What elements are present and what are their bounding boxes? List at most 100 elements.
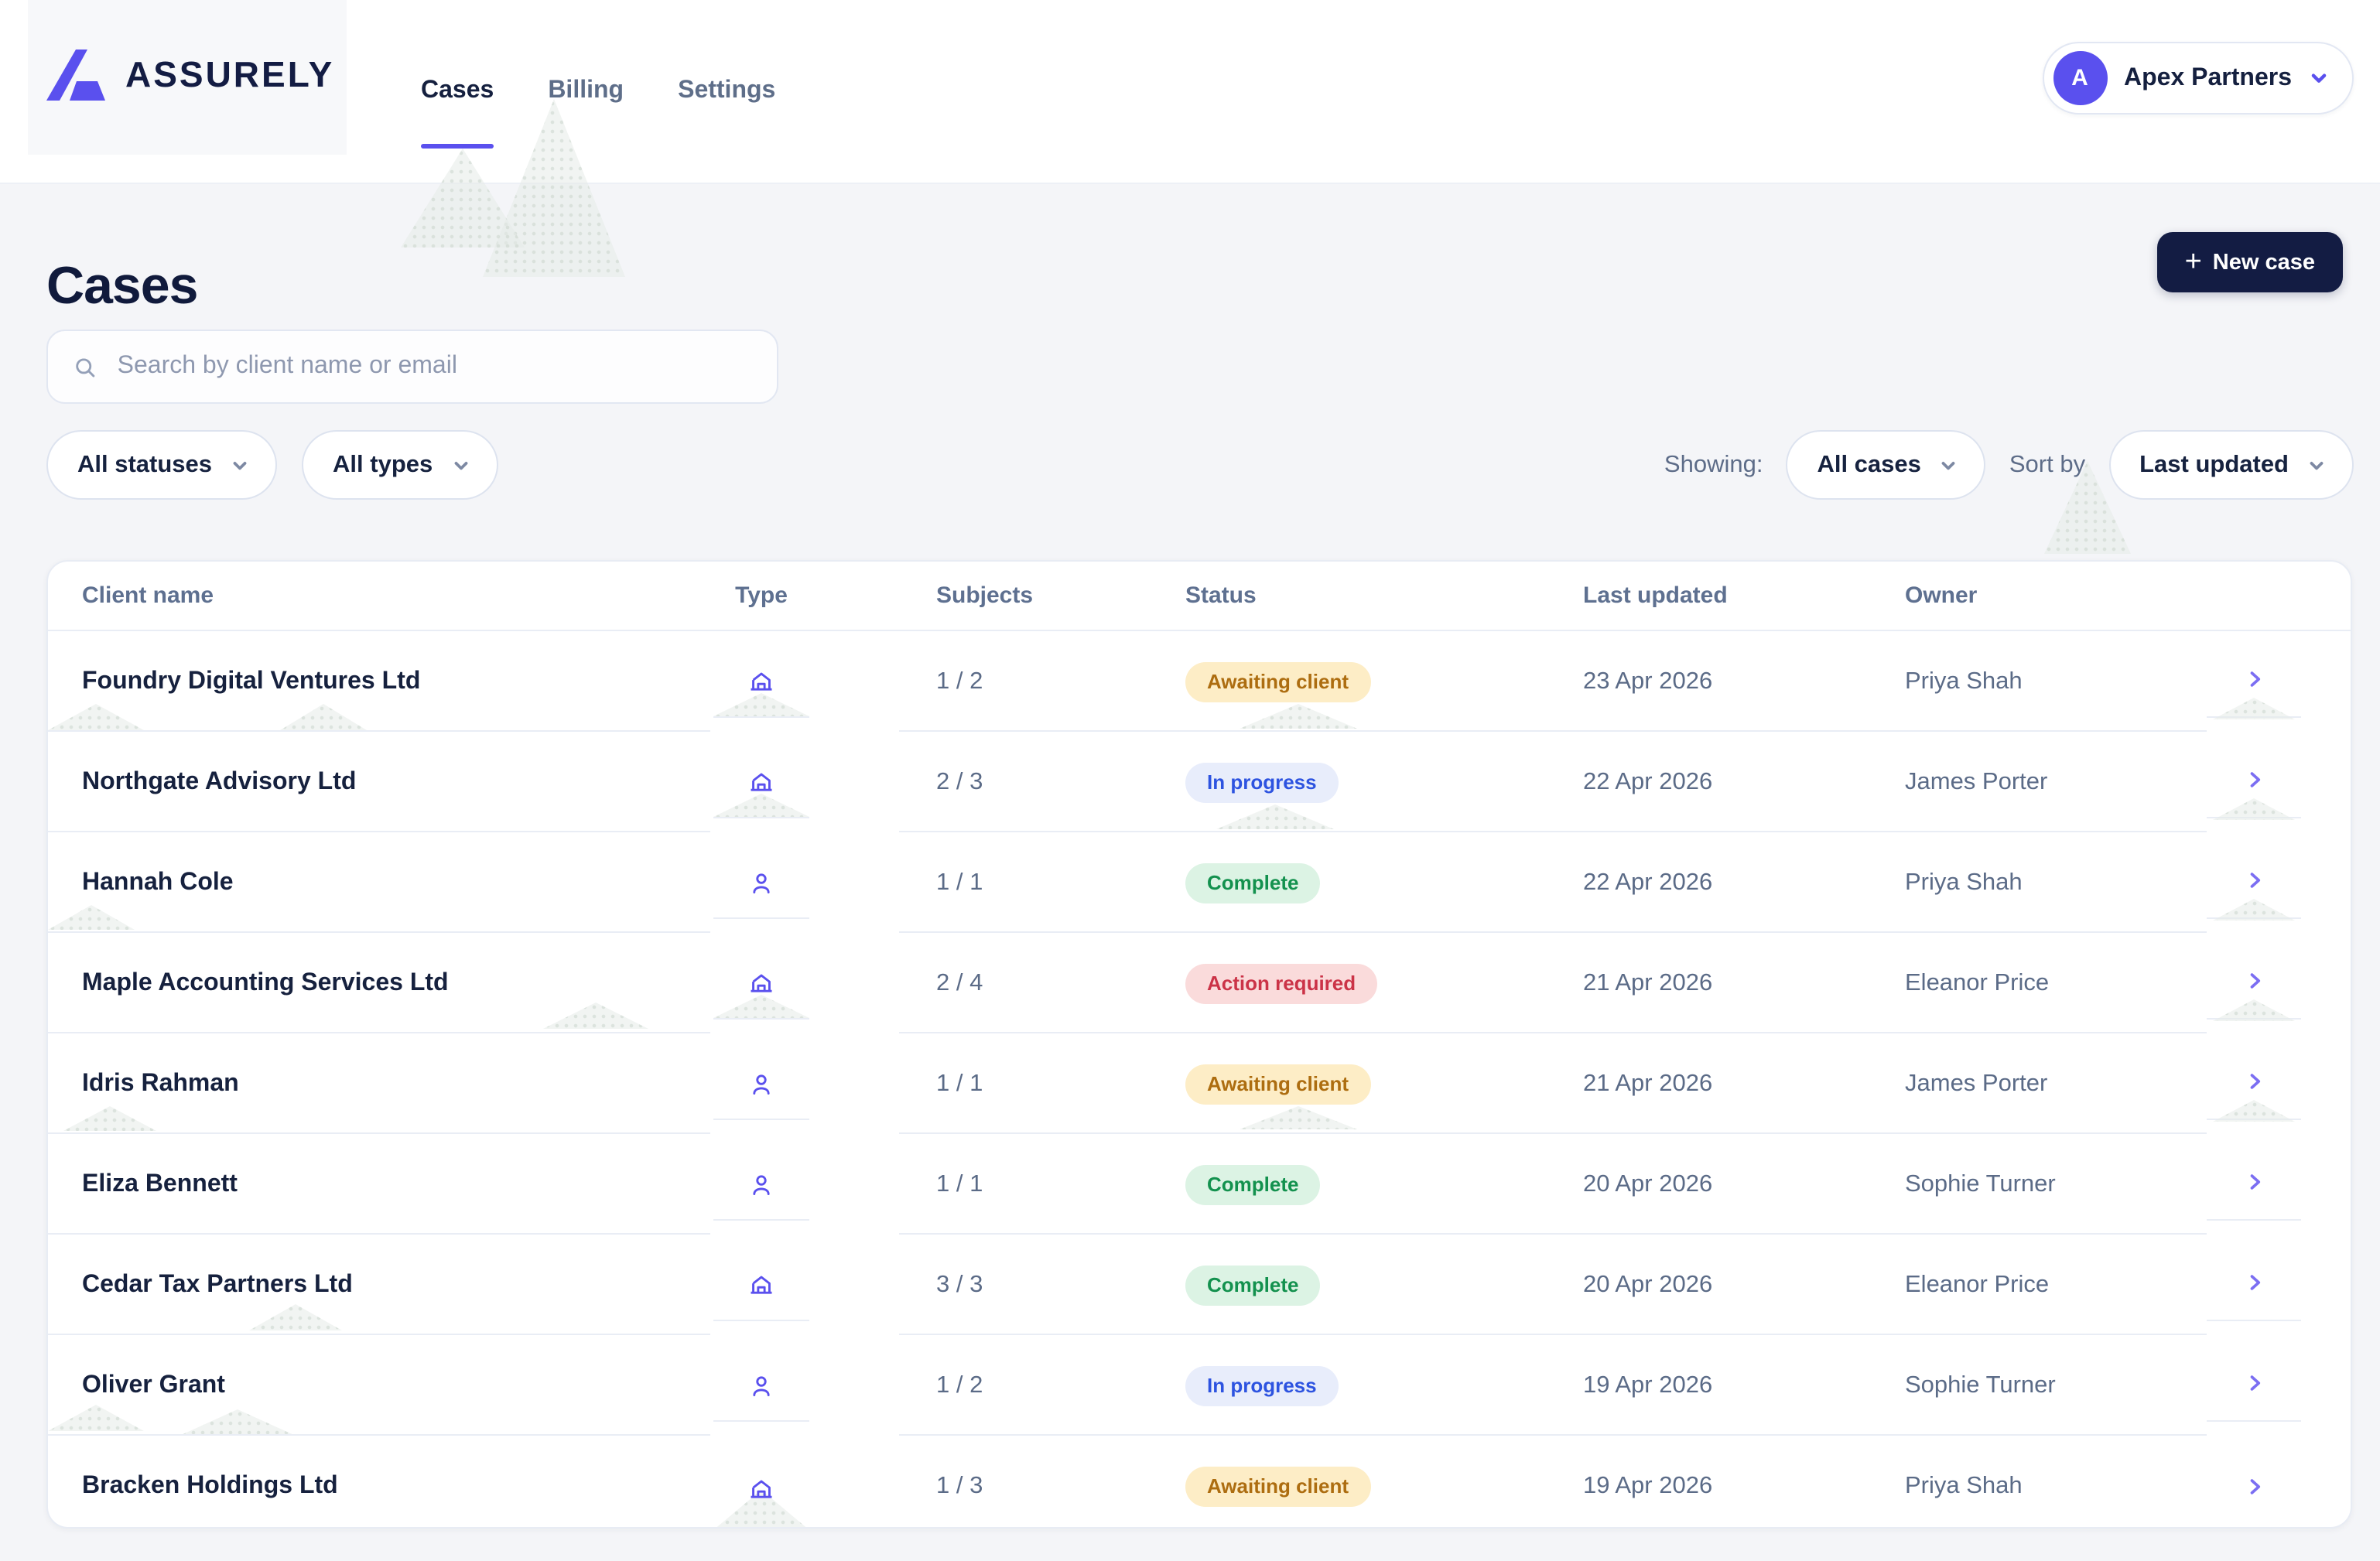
showing-dropdown[interactable]: All cases bbox=[1786, 430, 1985, 500]
status-badge: Complete bbox=[1185, 862, 1320, 903]
client-name: Foundry Digital Ventures Ltd bbox=[82, 668, 420, 695]
account-name: Apex Partners bbox=[2124, 64, 2292, 92]
top-bar: ASSURELY Cases Billing Settings A Apex P… bbox=[0, 0, 2380, 184]
status-filter-dropdown[interactable]: All statuses bbox=[46, 430, 277, 500]
column-header-subjects: Subjects bbox=[936, 582, 1033, 609]
owner-name: Sophie Turner bbox=[1905, 1371, 2056, 1399]
lane-row-divider bbox=[713, 1119, 809, 1120]
column-header-owner: Owner bbox=[1905, 582, 1977, 609]
client-name: Oliver Grant bbox=[82, 1371, 225, 1399]
lane-row-divider bbox=[2207, 1018, 2301, 1020]
tab-cases[interactable]: Cases bbox=[421, 77, 494, 105]
type-filter-dropdown[interactable]: All types bbox=[302, 430, 498, 500]
brand-name: ASSURELY bbox=[125, 54, 334, 96]
assurely-logo-icon bbox=[46, 50, 105, 101]
last-updated: 23 Apr 2026 bbox=[1583, 668, 1712, 695]
lane-row-divider bbox=[713, 716, 809, 718]
owner-name: Sophie Turner bbox=[1905, 1170, 2056, 1198]
avatar: A bbox=[2053, 51, 2107, 105]
subjects-count: 1 / 1 bbox=[936, 1170, 983, 1198]
brand-logo[interactable]: ASSURELY bbox=[46, 50, 334, 101]
lane-row-divider bbox=[2207, 1219, 2301, 1221]
sort-dropdown[interactable]: Last updated bbox=[2108, 430, 2354, 500]
tab-settings[interactable]: Settings bbox=[678, 77, 775, 105]
client-name: Idris Rahman bbox=[82, 1070, 239, 1098]
open-case-chevron-icon[interactable] bbox=[2243, 769, 2265, 791]
owner-name: James Porter bbox=[1905, 768, 2047, 796]
new-case-button[interactable]: + New case bbox=[2157, 232, 2343, 292]
table-row[interactable]: Oliver Grant 1 / 2 In progress 19 Apr 20… bbox=[48, 1335, 2351, 1436]
view-controls: Showing: All cases Sort by Last updated bbox=[1664, 430, 2354, 500]
last-updated: 22 Apr 2026 bbox=[1583, 768, 1712, 796]
open-case-chevron-icon[interactable] bbox=[2243, 1171, 2265, 1193]
active-tab-underline bbox=[421, 143, 494, 149]
table-row[interactable]: Cedar Tax Partners Ltd 3 / 3 Complete 20… bbox=[48, 1235, 2351, 1335]
column-header-type: Type bbox=[713, 582, 809, 609]
chevron-column-lane bbox=[2207, 631, 2301, 1527]
status-badge: In progress bbox=[1185, 762, 1339, 802]
person-icon bbox=[747, 1371, 775, 1399]
subjects-count: 1 / 1 bbox=[936, 1070, 983, 1098]
building-icon bbox=[747, 668, 775, 695]
showing-label: Showing: bbox=[1664, 451, 1763, 479]
column-header-status: Status bbox=[1185, 582, 1257, 609]
building-icon bbox=[747, 1271, 775, 1299]
person-icon bbox=[747, 1070, 775, 1098]
status-badge: Action required bbox=[1185, 963, 1377, 1003]
table-row[interactable]: Northgate Advisory Ltd 2 / 3 In progress… bbox=[48, 732, 2351, 832]
table-row[interactable]: Maple Accounting Services Ltd 2 / 4 Acti… bbox=[48, 933, 2351, 1033]
cases-table-card: Client name Type Subjects Status Last up… bbox=[46, 560, 2352, 1529]
search-input[interactable] bbox=[115, 351, 752, 382]
status-badge: In progress bbox=[1185, 1365, 1339, 1406]
lane-row-divider bbox=[713, 1018, 809, 1020]
owner-name: Priya Shah bbox=[1905, 668, 2023, 695]
type-column-lane bbox=[713, 631, 809, 1527]
chevron-down-icon bbox=[1940, 456, 1958, 474]
table-row[interactable]: Foundry Digital Ventures Ltd 1 / 2 Await… bbox=[48, 631, 2351, 732]
chevron-down-icon bbox=[2309, 68, 2329, 88]
chevron-down-icon bbox=[2307, 456, 2326, 474]
table-row[interactable]: Hannah Cole 1 / 1 Complete 22 Apr 2026 P… bbox=[48, 832, 2351, 933]
open-case-chevron-icon[interactable] bbox=[2243, 1071, 2265, 1092]
table-row[interactable]: Idris Rahman 1 / 1 Awaiting client 21 Ap… bbox=[48, 1033, 2351, 1134]
owner-name: Priya Shah bbox=[1905, 1472, 2023, 1500]
open-case-chevron-icon[interactable] bbox=[2243, 1372, 2265, 1394]
open-case-chevron-icon[interactable] bbox=[2243, 869, 2265, 891]
client-name: Cedar Tax Partners Ltd bbox=[82, 1271, 353, 1299]
plus-icon: + bbox=[2185, 247, 2202, 276]
chevron-down-icon bbox=[231, 456, 249, 474]
client-name: Bracken Holdings Ltd bbox=[82, 1472, 338, 1500]
account-menu-button[interactable]: A Apex Partners bbox=[2042, 42, 2354, 114]
table-row[interactable]: Eliza Bennett 1 / 1 Complete 20 Apr 2026… bbox=[48, 1134, 2351, 1235]
building-icon bbox=[747, 1475, 775, 1503]
last-updated: 19 Apr 2026 bbox=[1583, 1371, 1712, 1399]
status-badge: Complete bbox=[1185, 1164, 1320, 1204]
last-updated: 21 Apr 2026 bbox=[1583, 969, 1712, 997]
app-viewport: ASSURELY Cases Billing Settings A Apex P… bbox=[0, 0, 2380, 1561]
last-updated: 20 Apr 2026 bbox=[1583, 1170, 1712, 1198]
subjects-count: 1 / 3 bbox=[936, 1472, 983, 1500]
lane-row-divider bbox=[2207, 716, 2301, 718]
building-icon bbox=[747, 969, 775, 997]
open-case-chevron-icon[interactable] bbox=[2243, 1476, 2265, 1498]
last-updated: 19 Apr 2026 bbox=[1583, 1472, 1712, 1500]
sort-label: Sort by bbox=[2009, 451, 2085, 479]
open-case-chevron-icon[interactable] bbox=[2243, 668, 2265, 690]
lane-row-divider bbox=[713, 1219, 809, 1221]
open-case-chevron-icon[interactable] bbox=[2243, 970, 2265, 992]
page-title: Cases bbox=[46, 257, 197, 317]
lane-row-divider bbox=[2207, 1119, 2301, 1120]
owner-name: James Porter bbox=[1905, 1070, 2047, 1098]
lane-row-divider bbox=[2207, 1420, 2301, 1422]
table-header: Client name Type Subjects Status Last up… bbox=[48, 562, 2351, 631]
tab-billing[interactable]: Billing bbox=[548, 77, 624, 105]
client-name: Maple Accounting Services Ltd bbox=[82, 969, 449, 997]
lane-row-divider bbox=[2207, 1320, 2301, 1321]
status-badge: Awaiting client bbox=[1185, 661, 1370, 702]
open-case-chevron-icon[interactable] bbox=[2243, 1272, 2265, 1293]
lane-row-divider bbox=[2207, 917, 2301, 919]
search-box bbox=[46, 330, 778, 404]
table-row[interactable]: Bracken Holdings Ltd 1 / 3 Awaiting clie… bbox=[48, 1436, 2351, 1529]
lane-row-divider bbox=[713, 817, 809, 818]
lane-row-divider bbox=[713, 1320, 809, 1321]
